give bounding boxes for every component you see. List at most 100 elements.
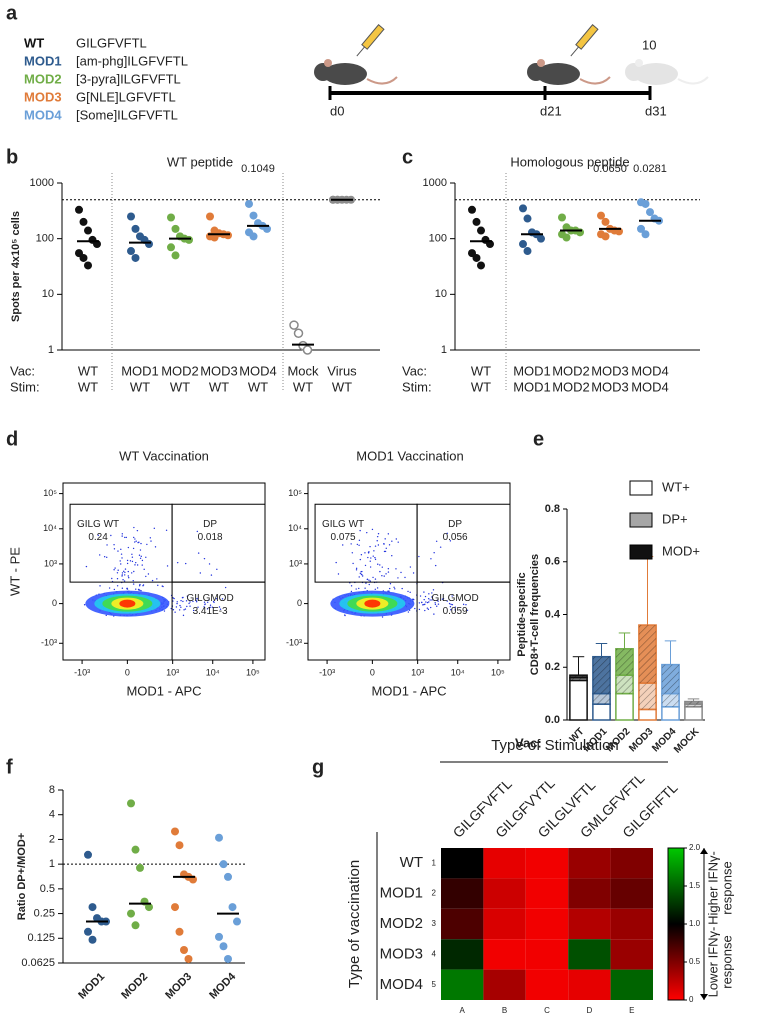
- event-dot: [124, 568, 127, 570]
- colorbar-tick-label: 1.5: [689, 881, 701, 890]
- stim-label: MOD4: [631, 379, 669, 394]
- heat-cell: [610, 878, 653, 909]
- data-point: [477, 261, 485, 270]
- heat-cell: [441, 908, 484, 940]
- heat-cell: [610, 908, 653, 940]
- event-dot: [351, 552, 354, 554]
- event-dot: [387, 568, 390, 570]
- event-dot: [393, 586, 395, 589]
- vac-label: MOD3: [200, 363, 238, 378]
- gate-name: DP: [203, 519, 217, 530]
- heat-cell: [525, 848, 569, 879]
- density: [364, 599, 381, 608]
- timeline-note: 10: [642, 37, 656, 52]
- y-tick-label: 1: [48, 344, 54, 356]
- chart-title: Type of Stimulation: [491, 737, 619, 754]
- data-point: [131, 253, 140, 262]
- event-dot: [105, 614, 107, 617]
- event-dot: [139, 549, 142, 551]
- event-dot: [407, 590, 409, 593]
- event-dot: [377, 544, 380, 546]
- event-dot: [449, 606, 452, 608]
- event-dot: [113, 569, 115, 571]
- y-tick-label: 0: [297, 598, 302, 608]
- event-dot: [423, 591, 425, 593]
- event-dot: [174, 611, 176, 613]
- vaccine-name: MOD4: [24, 107, 62, 122]
- event-dot: [374, 578, 377, 580]
- event-dot: [376, 535, 379, 538]
- data-point: [84, 226, 92, 235]
- data-point: [167, 213, 175, 222]
- vaccine-sequence: GILGFVFTL: [76, 35, 147, 50]
- gate: [171, 581, 266, 661]
- y-axis-label: CD8+T-cell frequencies: [529, 554, 541, 675]
- event-dot: [139, 583, 141, 586]
- event-dot: [224, 586, 227, 589]
- data-point: [215, 833, 223, 842]
- heat-cell: [441, 848, 484, 879]
- event-dot: [138, 554, 141, 556]
- event-dot: [138, 589, 141, 591]
- event-dot: [97, 534, 99, 537]
- y-axis-label: Spots per 4x10⁵ cells: [10, 211, 22, 322]
- data-point: [468, 205, 476, 214]
- event-dot: [138, 541, 140, 543]
- category-label: MOD2: [119, 971, 150, 1002]
- vaccine-sequence: G[NLE]LGFVFTL: [76, 89, 176, 104]
- legend-label: MOD+: [662, 543, 700, 558]
- event-dot: [434, 564, 437, 567]
- event-dot: [106, 544, 108, 546]
- stim-label: WT: [209, 379, 229, 394]
- data-point: [601, 217, 610, 226]
- event-dot: [418, 555, 420, 558]
- y-axis-label: WT - PE: [7, 547, 22, 596]
- event-dot: [147, 573, 150, 575]
- event-dot: [145, 556, 147, 558]
- data-point: [558, 213, 566, 222]
- p-value: 0.0281: [633, 163, 667, 175]
- vac-label: MOD2: [552, 363, 590, 378]
- event-dot: [446, 532, 448, 535]
- event-dot: [121, 533, 124, 535]
- data-point: [185, 235, 193, 244]
- event-dot: [435, 540, 438, 543]
- x-tick-label: 10⁵: [246, 667, 260, 677]
- event-dot: [192, 600, 194, 603]
- hatch: [684, 704, 703, 707]
- event-dot: [216, 568, 218, 571]
- event-dot: [136, 564, 139, 566]
- data-point: [175, 927, 184, 936]
- event-dot: [125, 536, 128, 539]
- category-label: MOD3: [627, 726, 656, 755]
- event-dot: [186, 595, 189, 597]
- event-dot: [123, 580, 126, 582]
- event-dot: [113, 544, 115, 546]
- y-tick-label: 0.8: [545, 503, 560, 515]
- event-dot: [132, 547, 135, 550]
- colorbar-tick-label: 1.0: [689, 919, 701, 928]
- event-dot: [129, 560, 132, 562]
- event-dot: [418, 608, 421, 611]
- event-dot: [180, 599, 182, 602]
- x-axis-label: MOD1 - APC: [371, 683, 446, 698]
- x-axis-label: MOD1 - APC: [126, 683, 201, 698]
- event-dot: [219, 608, 222, 610]
- event-dot: [176, 601, 178, 603]
- data-point: [184, 954, 193, 963]
- y-tick-label: 10⁴: [288, 523, 302, 533]
- event-dot: [388, 587, 391, 590]
- event-dot: [376, 540, 378, 542]
- data-point: [84, 261, 92, 270]
- data-point: [537, 234, 545, 243]
- event-dot: [215, 598, 218, 600]
- event-dot: [203, 606, 205, 608]
- event-dot: [126, 559, 129, 562]
- event-dot: [197, 606, 199, 608]
- column-letter: D: [587, 1006, 593, 1015]
- y-tick-label: 10: [435, 288, 447, 300]
- heat-cell: [568, 908, 611, 940]
- event-dot: [358, 539, 361, 542]
- event-dot: [136, 529, 139, 532]
